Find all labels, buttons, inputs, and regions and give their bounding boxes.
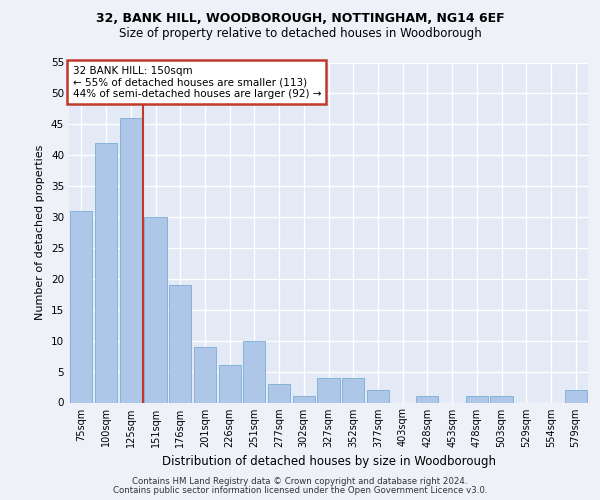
- Bar: [243, 340, 265, 402]
- Bar: [95, 143, 117, 403]
- Bar: [466, 396, 488, 402]
- Bar: [268, 384, 290, 402]
- Bar: [565, 390, 587, 402]
- X-axis label: Distribution of detached houses by size in Woodborough: Distribution of detached houses by size …: [161, 455, 496, 468]
- Text: Size of property relative to detached houses in Woodborough: Size of property relative to detached ho…: [119, 28, 481, 40]
- Bar: [317, 378, 340, 402]
- Bar: [218, 366, 241, 403]
- Bar: [119, 118, 142, 403]
- Text: Contains public sector information licensed under the Open Government Licence v3: Contains public sector information licen…: [113, 486, 487, 495]
- Bar: [293, 396, 315, 402]
- Bar: [145, 217, 167, 402]
- Bar: [342, 378, 364, 402]
- Bar: [490, 396, 512, 402]
- Bar: [367, 390, 389, 402]
- Bar: [194, 347, 216, 403]
- Y-axis label: Number of detached properties: Number of detached properties: [35, 145, 46, 320]
- Bar: [70, 211, 92, 402]
- Text: 32 BANK HILL: 150sqm
← 55% of detached houses are smaller (113)
44% of semi-deta: 32 BANK HILL: 150sqm ← 55% of detached h…: [73, 66, 321, 99]
- Bar: [169, 285, 191, 403]
- Text: 32, BANK HILL, WOODBOROUGH, NOTTINGHAM, NG14 6EF: 32, BANK HILL, WOODBOROUGH, NOTTINGHAM, …: [95, 12, 505, 26]
- Bar: [416, 396, 439, 402]
- Text: Contains HM Land Registry data © Crown copyright and database right 2024.: Contains HM Land Registry data © Crown c…: [132, 477, 468, 486]
